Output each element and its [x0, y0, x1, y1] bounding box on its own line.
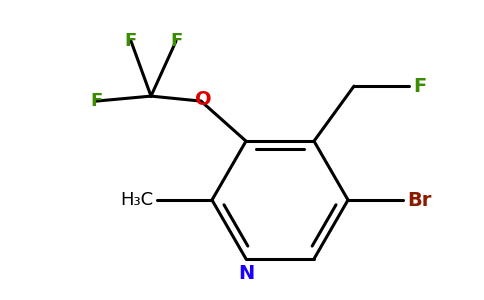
Text: F: F	[170, 32, 182, 50]
Text: F: F	[125, 32, 137, 50]
Text: Br: Br	[407, 190, 431, 209]
Text: N: N	[238, 264, 254, 283]
Text: F: F	[90, 92, 102, 110]
Text: O: O	[195, 90, 212, 109]
Text: H₃C: H₃C	[120, 191, 153, 209]
Text: F: F	[413, 76, 426, 96]
